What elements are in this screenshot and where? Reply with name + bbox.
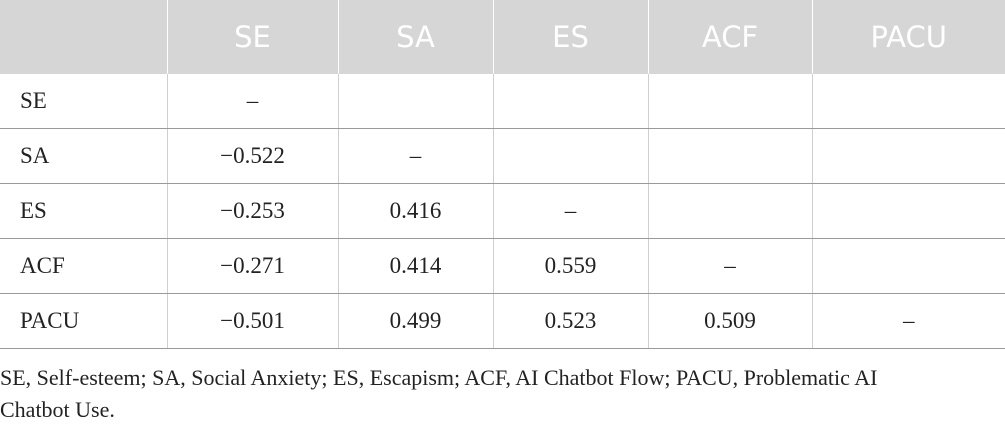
cell [811,128,1005,184]
cell: – [492,183,648,239]
cell: – [337,128,493,184]
cell: −0.501 [166,293,338,349]
cell [492,74,648,129]
cell: −0.271 [166,238,338,294]
cell [811,238,1005,294]
cell: – [647,238,812,294]
header-cell: ES [492,0,648,74]
cell: 0.499 [337,293,493,349]
row-label: PACU [0,293,167,349]
header-cell: SE [166,0,338,74]
cell [647,183,812,239]
cell: 0.416 [337,183,493,239]
cell: −0.522 [166,128,338,184]
table-body: SE – SA −0.522– ES −0.253 0.416– ACF −0.271 0.414… [0,74,1005,349]
cell [337,74,493,129]
table-row: PACU −0.501 0.499 0.523 0.509– [0,293,1005,349]
cell [647,128,812,184]
row-label: ACF [0,238,167,294]
header-cell: SA [337,0,493,74]
cell [811,183,1005,239]
cell: 0.509 [647,293,812,349]
row-label: SE [0,74,167,129]
correlation-table: SE SA ES ACF PACU SE – SA −0.522– ES −0.253 0.416–… [0,0,1005,349]
cell: 0.559 [492,238,648,294]
footnote: SE, Self-esteem; SA, Social Anxiety; ES,… [0,365,878,422]
cell: 0.523 [492,293,648,349]
table-row: SA −0.522– [0,128,1005,184]
cell [492,128,648,184]
cell [647,74,812,129]
cell: 0.414 [337,238,493,294]
header-row: SE SA ES ACF PACU [0,0,1005,74]
cell: −0.253 [166,183,338,239]
header-cell: PACU [811,0,1005,74]
cell [811,74,1005,129]
header-cell: ACF [647,0,812,74]
header-cell [0,0,167,74]
row-label: ES [0,183,167,239]
table-row: ACF −0.271 0.414 0.559– [0,238,1005,294]
row-label: SA [0,128,167,184]
cell: – [166,74,338,129]
table-row: SE – [0,74,1005,129]
table-row: ES −0.253 0.416– [0,183,1005,239]
cell: – [811,293,1005,349]
